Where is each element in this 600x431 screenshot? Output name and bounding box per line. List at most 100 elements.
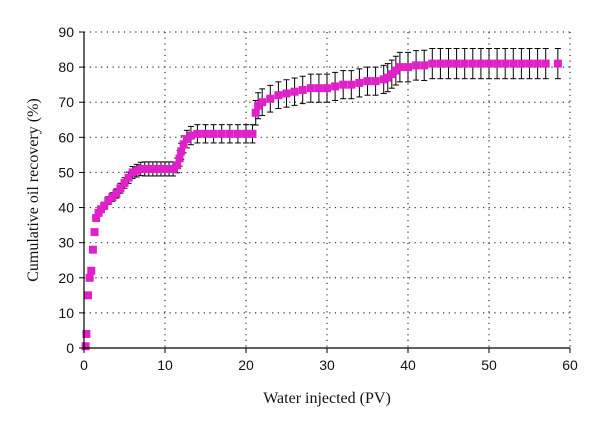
data-point	[136, 164, 145, 173]
tick-label-layer: 0 10 20 30 40 50 60 0 10 20 30 40 50 60 70 80 90	[58, 24, 578, 373]
data-point	[468, 59, 477, 68]
data-point	[92, 214, 101, 223]
data-point	[355, 78, 364, 87]
data-point	[120, 178, 129, 187]
data-point	[428, 59, 437, 68]
data-point	[217, 129, 226, 138]
data-point	[485, 59, 493, 68]
data-point	[266, 94, 275, 103]
data-point	[331, 82, 340, 91]
data-point	[314, 84, 323, 93]
data-point	[242, 129, 250, 138]
data-point	[509, 59, 518, 68]
x-tick-label: 10	[157, 357, 173, 373]
data-point	[209, 129, 218, 138]
marker-layer	[81, 59, 562, 351]
data-point	[347, 80, 356, 89]
data-point	[85, 273, 94, 282]
data-point	[436, 59, 445, 68]
y-tick-label: 20	[58, 270, 74, 286]
y-tick-label: 60	[58, 129, 74, 145]
data-point	[108, 193, 117, 202]
x-tick-label: 0	[80, 357, 88, 373]
data-point	[391, 66, 400, 75]
data-point	[182, 135, 191, 144]
y-tick-label: 0	[66, 340, 74, 356]
data-point	[156, 164, 165, 173]
y-tick-label: 70	[58, 94, 74, 110]
data-point	[476, 59, 485, 68]
data-point	[339, 80, 348, 89]
y-tick-label: 90	[58, 24, 74, 40]
data-point	[533, 59, 542, 68]
data-point	[81, 342, 90, 351]
data-point	[290, 87, 299, 96]
data-point	[193, 129, 202, 138]
data-point	[132, 166, 141, 175]
data-point	[412, 61, 421, 70]
data-point	[82, 329, 91, 338]
data-point	[444, 59, 453, 68]
data-point	[152, 164, 161, 173]
y-axis-title: Cumulative oil recovery (%)	[25, 98, 42, 282]
data-point	[306, 84, 315, 93]
data-point	[165, 164, 174, 173]
data-point	[87, 266, 96, 275]
data-point	[383, 73, 392, 82]
data-point	[179, 140, 188, 149]
data-point	[404, 63, 412, 72]
data-point	[140, 164, 149, 173]
data-point	[517, 59, 526, 68]
y-tick-label: 30	[58, 235, 74, 251]
data-point	[282, 89, 291, 98]
data-point	[251, 108, 260, 117]
data-point	[363, 77, 372, 86]
x-tick-label: 60	[562, 357, 578, 373]
x-tick-label: 20	[238, 357, 254, 373]
data-point	[201, 129, 210, 138]
data-point	[541, 59, 550, 68]
data-point	[124, 173, 133, 182]
x-tick-label: 40	[400, 357, 416, 373]
y-tick-label: 10	[58, 305, 74, 321]
axis-layer	[79, 31, 571, 353]
data-point	[148, 164, 157, 173]
data-point	[323, 84, 331, 93]
data-point	[128, 168, 137, 177]
data-point	[379, 75, 388, 84]
x-axis-title: Water injected (PV)	[263, 390, 391, 407]
data-point	[460, 59, 469, 68]
data-point	[553, 59, 562, 68]
data-point	[90, 228, 99, 237]
data-point	[112, 189, 121, 198]
data-point	[186, 131, 195, 140]
data-point	[298, 85, 307, 94]
data-point	[387, 70, 396, 79]
grid-layer	[84, 31, 571, 348]
data-point	[233, 129, 242, 138]
data-point	[144, 164, 153, 173]
data-point	[501, 59, 510, 68]
data-point	[88, 245, 97, 254]
data-point	[161, 164, 169, 173]
y-tick-label: 50	[58, 164, 74, 180]
data-point	[169, 164, 178, 173]
data-point	[225, 129, 234, 138]
data-point	[493, 59, 502, 68]
y-tick-label: 40	[58, 200, 74, 216]
x-tick-label: 30	[319, 357, 335, 373]
data-point	[104, 196, 113, 205]
data-point	[258, 98, 267, 107]
data-point	[274, 91, 283, 100]
data-point	[420, 61, 429, 70]
data-point	[100, 201, 109, 210]
data-point	[173, 161, 182, 170]
data-point	[177, 147, 186, 156]
data-point	[254, 101, 263, 110]
data-point	[525, 59, 534, 68]
data-point	[452, 59, 461, 68]
data-point	[175, 154, 184, 163]
data-point	[84, 291, 93, 300]
